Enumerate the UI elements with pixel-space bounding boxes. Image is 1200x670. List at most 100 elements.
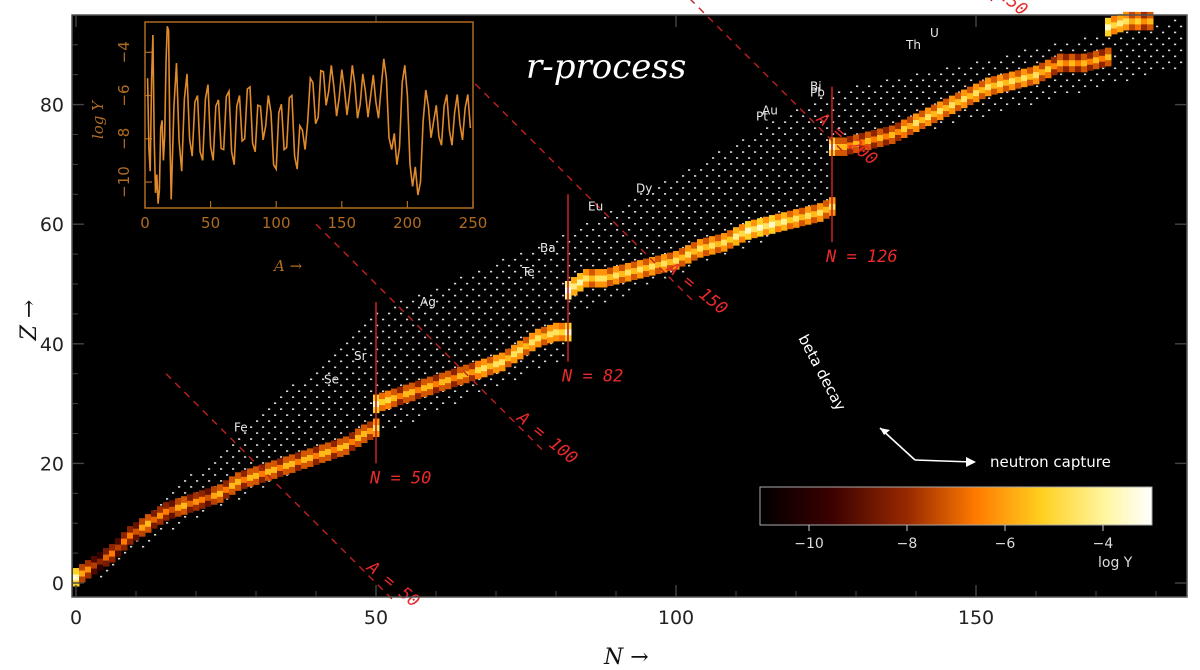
abundance-cell	[529, 344, 536, 352]
abundance-cell	[1093, 56, 1100, 64]
nuclide-dot	[472, 360, 475, 363]
abundance-cell	[805, 206, 812, 213]
nuclide-dot	[664, 181, 667, 183]
abundance-cell	[313, 446, 320, 453]
abundance-cell	[1099, 55, 1106, 62]
nuclide-dot	[658, 223, 661, 225]
nuclide-dot	[820, 121, 823, 123]
nuclide-dot	[346, 342, 349, 345]
nuclide-dot	[1090, 79, 1093, 82]
nuclide-dot	[910, 79, 913, 82]
nuclide-dot	[388, 312, 391, 315]
nuclide-dot	[808, 181, 811, 183]
nuclide-dot	[646, 234, 649, 237]
nuclide-dot	[400, 420, 403, 422]
nuclide-dot	[1048, 49, 1051, 52]
nuclide-dot	[280, 456, 283, 458]
nuclide-dot	[892, 109, 895, 111]
abundance-cell	[337, 438, 344, 445]
nuclide-dot	[844, 133, 847, 135]
nuclide-dot	[580, 300, 583, 303]
nuclide-dot	[466, 318, 469, 321]
abundance-cell	[1111, 21, 1118, 29]
nuclide-dot	[832, 97, 835, 100]
nuclide-dot	[430, 318, 433, 321]
abundance-cell	[973, 89, 980, 97]
nuclide-dot	[814, 139, 817, 141]
abundance-cell	[667, 264, 674, 272]
abundance-cell	[163, 514, 170, 521]
element-label: Sr	[354, 349, 367, 363]
nuclide-dot	[676, 228, 679, 231]
nuclide-dot	[778, 151, 781, 153]
nuclide-dot	[988, 109, 991, 111]
nuclide-dot	[868, 85, 871, 88]
abundance-cell	[397, 386, 404, 394]
nuclide-dot	[682, 234, 685, 237]
abundance-cell	[337, 444, 344, 451]
nuclide-dot	[340, 420, 343, 422]
abundance-cell	[79, 570, 86, 577]
nuclide-dot	[814, 199, 817, 201]
nuclide-dot	[694, 187, 697, 189]
abundance-cell	[553, 322, 560, 330]
abundance-cell	[1063, 65, 1070, 73]
nuclide-dot	[634, 211, 637, 213]
abundance-cell	[739, 236, 746, 243]
nuclide-dot	[754, 187, 757, 189]
nuclide-dot	[814, 103, 817, 105]
abundance-cell	[715, 246, 722, 254]
abundance-cell	[157, 512, 164, 519]
nuclide-dot	[772, 157, 775, 159]
nuclide-dot	[574, 234, 577, 237]
colorbar-tick-label: −6	[995, 536, 1016, 552]
abundance-cell	[637, 272, 644, 279]
abundance-cell	[493, 360, 500, 368]
inset-x-tick-label: 250	[459, 214, 488, 232]
abundance-cell	[265, 474, 272, 481]
nuclide-dot	[448, 324, 451, 327]
abundance-cell	[943, 98, 950, 106]
abundance-cell	[319, 444, 326, 451]
nuclide-dot	[772, 133, 775, 135]
nuclide-dot	[460, 300, 463, 303]
nuclide-dot	[286, 474, 289, 476]
nuclide-dot	[802, 139, 805, 141]
nuclide-dot	[1084, 49, 1087, 52]
abundance-cell	[403, 390, 410, 398]
nuclide-dot	[484, 324, 487, 327]
nuclide-dot	[790, 127, 793, 129]
nuclide-dot	[502, 282, 505, 285]
abundance-cell	[475, 360, 482, 368]
nuclide-dot	[562, 318, 565, 321]
nuclide-dot	[946, 91, 949, 94]
abundance-cell	[151, 522, 158, 529]
nuclide-dot	[472, 384, 475, 387]
nuclide-dot	[478, 318, 481, 321]
abundance-cell	[295, 458, 302, 465]
nuclide-dot	[826, 115, 829, 117]
abundance-cell	[697, 245, 704, 252]
abundance-cell	[205, 500, 212, 507]
abundance-cell	[109, 556, 116, 563]
nuclide-dot	[388, 348, 391, 351]
nuclide-dot	[274, 438, 277, 440]
nuclide-dot	[622, 246, 625, 249]
nuclide-dot	[400, 360, 403, 363]
abundance-cell	[703, 243, 710, 251]
nuclide-dot	[730, 151, 733, 153]
nuclide-dot	[328, 408, 331, 410]
nuclide-dot	[400, 348, 403, 351]
abundance-cell	[925, 119, 932, 127]
nuclide-dot	[670, 199, 673, 201]
nuclide-dot	[514, 258, 517, 261]
nuclide-dot	[418, 414, 421, 416]
nuclide-dot	[814, 163, 817, 165]
nuclide-dot	[1054, 55, 1057, 58]
nuclide-dot	[634, 258, 637, 261]
abundance-cell	[517, 340, 524, 348]
nuclide-dot	[1174, 43, 1177, 46]
nuclide-dot	[1126, 43, 1129, 46]
nuclide-dot	[544, 348, 547, 351]
abundance-cell	[673, 251, 680, 258]
